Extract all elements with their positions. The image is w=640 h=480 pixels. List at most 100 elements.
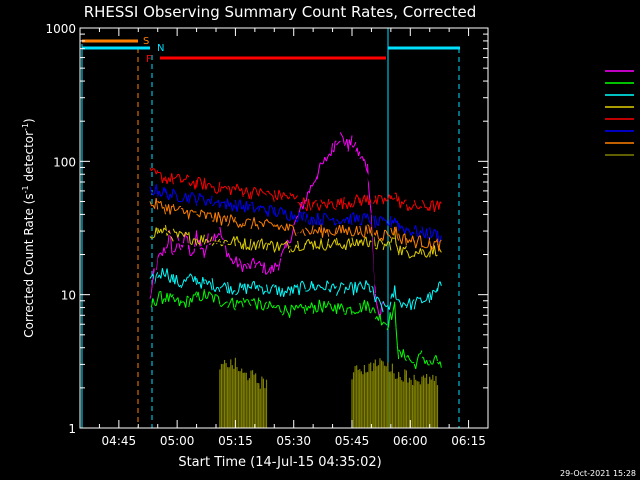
series-segment — [171, 205, 174, 208]
series-segment — [281, 226, 285, 230]
series-segment — [259, 261, 262, 266]
series-segment — [319, 162, 322, 165]
x-tick-label: 04:45 — [102, 434, 137, 448]
series-segment — [312, 283, 316, 291]
series-segment — [185, 277, 188, 282]
series-segment — [221, 285, 224, 288]
series-segment — [318, 299, 322, 308]
series-segment — [289, 210, 292, 221]
series-segment — [245, 187, 249, 193]
series-segment — [172, 296, 176, 303]
series-segment — [349, 242, 353, 248]
series-segment — [185, 192, 188, 202]
series-segment — [190, 252, 194, 256]
series-segment — [211, 204, 214, 207]
series-segment — [381, 196, 384, 203]
series-segment — [196, 278, 199, 284]
series-segment — [216, 211, 219, 223]
series-segment — [258, 299, 261, 302]
series-segment — [199, 193, 202, 197]
series-segment — [432, 289, 435, 292]
series-segment — [415, 296, 418, 302]
series-segment — [300, 249, 303, 251]
series-segment — [412, 204, 415, 208]
series-segment — [157, 291, 160, 300]
series-segment — [253, 209, 257, 213]
legend-entry: 100 - 300 keV — [523, 113, 600, 126]
series-segment — [220, 235, 223, 240]
series-segment — [395, 226, 398, 238]
series-segment — [336, 218, 339, 222]
series-segment — [202, 179, 205, 190]
series-segment — [169, 205, 173, 215]
series-segment — [427, 206, 431, 211]
series-segment — [360, 215, 364, 226]
series-segment — [255, 188, 258, 194]
series-segment — [390, 219, 393, 228]
series-segment — [153, 248, 159, 285]
series-segment — [273, 248, 277, 253]
series-segment — [282, 247, 285, 251]
series-segment — [326, 216, 330, 219]
series-segment — [359, 156, 362, 159]
series-segment — [185, 295, 188, 308]
y-tick-label: 100 — [53, 155, 76, 169]
series-segment — [225, 215, 229, 223]
series-segment — [342, 244, 345, 249]
series-segment — [420, 206, 423, 209]
series-segment — [435, 355, 438, 361]
series-segment — [388, 216, 392, 226]
series-segment — [219, 286, 222, 289]
series-segment — [410, 231, 414, 236]
series-segment — [166, 268, 170, 280]
series-segment — [155, 227, 159, 234]
series-segment — [151, 191, 154, 196]
series-segment — [189, 192, 193, 197]
series-segment — [435, 254, 438, 257]
series-segment — [306, 199, 309, 212]
series-segment — [435, 288, 438, 293]
series-segment — [382, 300, 386, 306]
series-segment — [161, 230, 167, 236]
series-segment — [390, 195, 393, 200]
series-segment — [388, 301, 392, 310]
series-segment — [194, 197, 198, 206]
series-segment — [157, 227, 160, 233]
series-segment — [250, 282, 254, 290]
series-segment — [359, 168, 368, 175]
series-segment — [253, 298, 257, 304]
series-segment — [360, 306, 364, 313]
series-segment — [328, 177, 338, 187]
series-segment — [381, 301, 384, 305]
series-segment — [273, 207, 277, 217]
series-segment — [385, 220, 389, 226]
series-segment — [189, 183, 193, 187]
series-segment — [421, 301, 424, 304]
series-800-7000-kev — [149, 198, 442, 252]
series-segment — [228, 214, 232, 224]
series-segment — [267, 301, 271, 309]
series-segment — [416, 236, 420, 243]
series-segment — [227, 199, 230, 207]
series-segment — [281, 313, 284, 316]
series-segment — [349, 306, 353, 315]
series-segment — [283, 305, 286, 315]
series-segment — [283, 242, 286, 245]
series-segment — [413, 301, 417, 310]
series-segment — [356, 284, 359, 293]
series-segment — [318, 219, 322, 226]
series-segment — [266, 307, 269, 310]
series-segment — [410, 206, 414, 211]
legend-entry: 300 - 800 keV — [523, 125, 600, 138]
series-segment — [376, 229, 379, 239]
series-segment — [415, 242, 418, 249]
series-segment — [439, 281, 442, 286]
series-segment — [317, 226, 320, 234]
series-25-50-kev — [149, 268, 442, 313]
series-segment — [419, 350, 423, 355]
series-segment — [276, 211, 280, 217]
series-segment — [213, 186, 216, 193]
series-segment — [345, 241, 348, 251]
series-segment — [231, 204, 235, 212]
